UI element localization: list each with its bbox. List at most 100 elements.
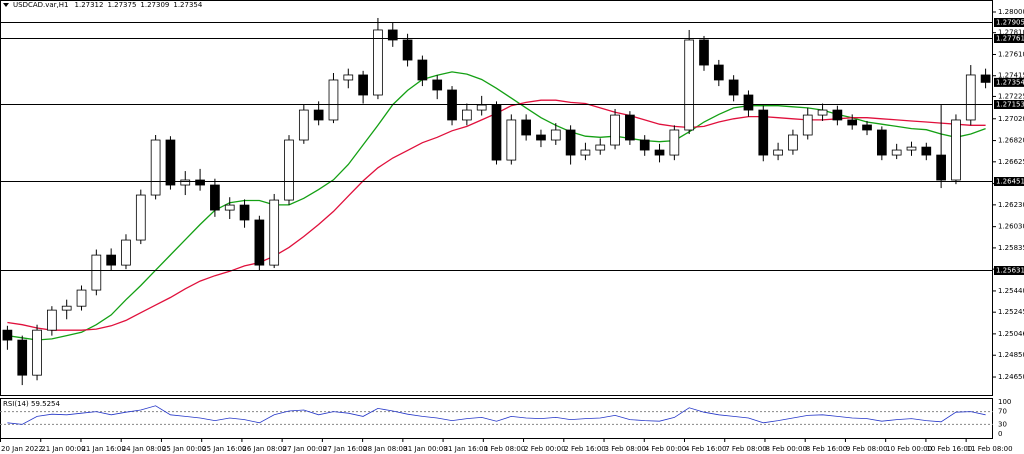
candle-body: [669, 129, 680, 156]
x-tick-label: 3 Feb 08:00: [605, 445, 646, 453]
y-tick-label: 1.26230: [998, 201, 1024, 209]
x-tick-label: 25 Jan 16:00: [202, 445, 246, 453]
candle-body: [2, 329, 13, 341]
y-tick-label: 1.27415: [998, 72, 1024, 80]
y-tick-label: 1.24850: [998, 351, 1024, 359]
x-tick-label: 2 Feb 16:00: [564, 445, 605, 453]
candle-body: [298, 109, 309, 141]
candle-body: [654, 149, 665, 156]
level-label: 1.26451: [996, 178, 1024, 186]
candle-body: [521, 119, 531, 136]
rsi-title: RSI(14): [3, 400, 29, 408]
candle-body: [165, 139, 176, 186]
candle-body: [387, 29, 398, 41]
candle-body: [802, 114, 813, 136]
candle-body: [32, 329, 42, 376]
quote-value: 1.27375: [107, 1, 136, 9]
x-tick-label: 1 Feb 08:00: [484, 445, 525, 453]
candle-body: [817, 109, 828, 116]
x-tick-label: 28 Jan 08:00: [363, 445, 407, 453]
candle-body: [417, 59, 428, 81]
level-box: [994, 18, 1024, 27]
candle-body: [728, 79, 739, 96]
candle-body: [758, 109, 769, 156]
y-tick-label: 1.26030: [998, 223, 1024, 231]
x-tick-label: 10 Feb 16:00: [926, 445, 972, 453]
candle-body: [936, 154, 946, 181]
candle-body: [373, 29, 383, 96]
candle-body: [625, 114, 635, 141]
candle-body: [550, 129, 561, 141]
candle-body: [121, 239, 131, 266]
x-tick-label: 20 Jan 2022: [1, 445, 43, 453]
candle-body: [713, 64, 724, 81]
candle-body: [47, 309, 57, 331]
x-tick-label: 9 Feb 08:00: [846, 445, 887, 453]
level-box: [994, 34, 1024, 43]
y-tick-label: 1.27810: [998, 29, 1024, 37]
candle-body: [506, 119, 517, 161]
quote-value: 1.27354: [173, 1, 202, 9]
x-tick-label: 26 Jan 08:00: [242, 445, 286, 453]
candle-body: [862, 124, 872, 131]
candle-body: [284, 139, 294, 201]
x-tick-label: 31 Jan 00:00: [403, 445, 447, 453]
x-tick-label: 21 Jan 00:00: [41, 445, 85, 453]
rsi-value: 59.5254: [31, 400, 60, 408]
level-box: [994, 177, 1024, 186]
candle-body: [254, 219, 265, 266]
candle-body: [684, 39, 695, 131]
quote-value: 1.27312: [75, 1, 104, 9]
candle-body: [610, 114, 620, 146]
x-tick-label: 27 Jan 16:00: [323, 445, 367, 453]
candle-body: [951, 119, 961, 181]
candle-body: [639, 139, 650, 151]
y-tick-label: 1.25245: [998, 308, 1024, 316]
candle-body: [788, 134, 798, 151]
candle-body: [76, 289, 87, 307]
y-tick-label: 1.26820: [998, 137, 1024, 145]
candle-body: [462, 109, 472, 121]
candle-body: [476, 104, 487, 111]
x-tick-label: 31 Jan 16:00: [444, 445, 488, 453]
x-tick-label: 11 Feb 08:00: [967, 445, 1013, 453]
x-tick-label: 7 Feb 08:00: [725, 445, 766, 453]
x-tick-label: 4 Feb 00:00: [645, 445, 686, 453]
chart-title: USDCAD.var,H1: [13, 1, 69, 9]
y-tick-label: 1.25046: [998, 330, 1024, 338]
candle-body: [847, 119, 858, 126]
rsi-line: [7, 405, 986, 425]
rsi-tick-label: 70: [998, 408, 1007, 416]
y-tick-label: 1.27225: [998, 92, 1024, 100]
candle-body: [61, 305, 72, 311]
price-box: [994, 77, 1024, 87]
candle-body: [699, 39, 709, 66]
x-tick-label: 8 Feb 00:00: [765, 445, 806, 453]
x-tick-label: 4 Feb 16:00: [685, 445, 726, 453]
x-tick-label: 27 Jan 00:00: [283, 445, 327, 453]
candle-body: [269, 199, 280, 266]
candle-body: [876, 129, 887, 156]
candle-body: [536, 134, 546, 141]
candle-body: [150, 139, 161, 196]
candle-body: [135, 194, 146, 241]
rsi-frame: [0, 398, 993, 439]
candle-body: [565, 129, 576, 156]
candle-body: [743, 94, 754, 111]
menu-arrow[interactable]: [3, 3, 9, 7]
candle-body: [432, 79, 443, 91]
y-tick-label: 1.27610: [998, 50, 1024, 58]
candle-body: [91, 254, 102, 291]
y-tick-label: 1.27020: [998, 115, 1024, 123]
x-tick-label: 24 Jan 08:00: [122, 445, 166, 453]
candle-body: [906, 146, 917, 151]
candle-body: [328, 79, 339, 121]
quote-value: 1.27309: [140, 1, 169, 9]
x-tick-label: 21 Jan 16:00: [81, 445, 125, 453]
level-label: 1.27761: [996, 35, 1024, 43]
main-frame: [0, 0, 993, 396]
candle-body: [891, 149, 902, 156]
x-tick-label: 2 Feb 00:00: [524, 445, 565, 453]
level-label: 1.27153: [996, 101, 1024, 109]
